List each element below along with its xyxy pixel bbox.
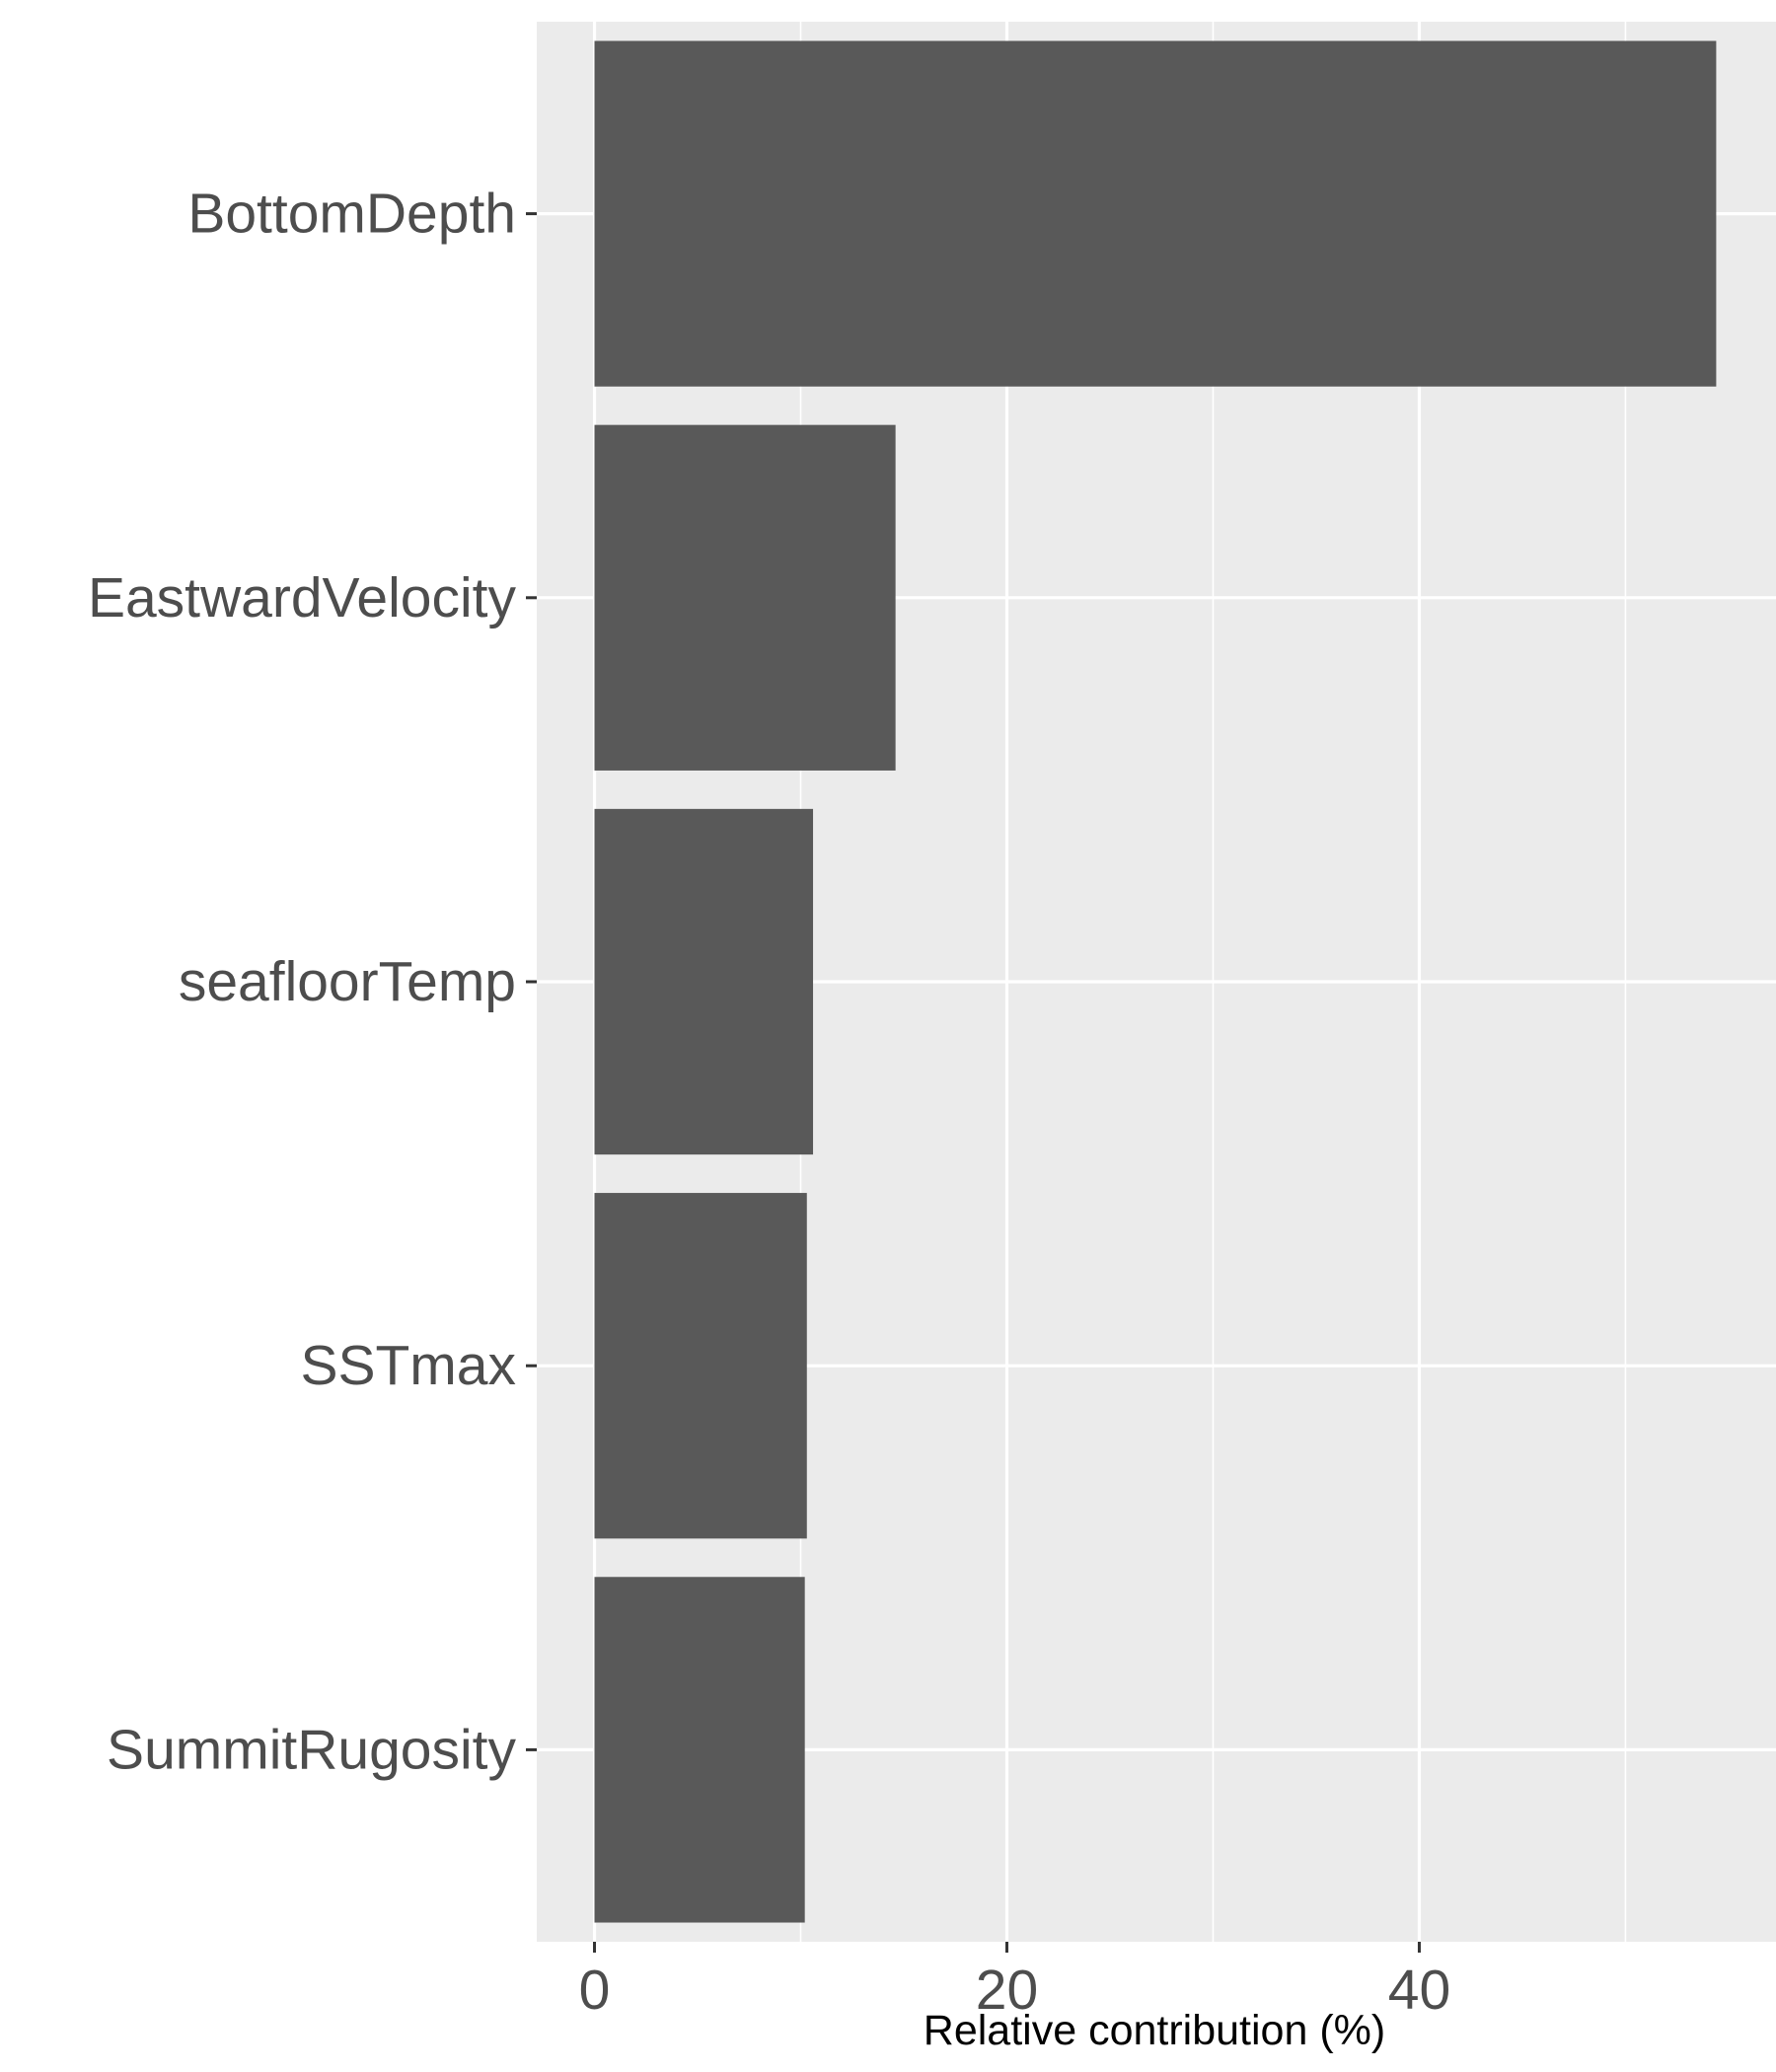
y-tick-label: BottomDepth — [187, 183, 516, 246]
x-tick-label: 0 — [579, 1959, 611, 2022]
y-tick-label: EastwardVelocity — [88, 566, 517, 629]
x-axis-title: Relative contribution (%) — [924, 2007, 1385, 2054]
bar-EastwardVelocity — [594, 424, 896, 771]
y-tick-label: seafloorTemp — [179, 950, 516, 1013]
x-tick-label: 40 — [1388, 1959, 1450, 2022]
bars — [594, 40, 1717, 1923]
bar-SSTmax — [594, 1193, 807, 1539]
x-axis: 0 20 40 — [579, 1942, 1450, 2022]
y-axis: BottomDepth EastwardVelocity seafloorTemp S… — [88, 183, 537, 1781]
x-tick-label: 20 — [976, 1959, 1038, 2022]
bar-BottomDepth — [594, 40, 1717, 387]
y-tick-label: SummitRugosity — [107, 1718, 516, 1781]
y-tick-label: SSTmax — [300, 1334, 516, 1397]
bar-SummitRugosity — [594, 1577, 805, 1923]
bar-seafloorTemp — [594, 808, 814, 1155]
